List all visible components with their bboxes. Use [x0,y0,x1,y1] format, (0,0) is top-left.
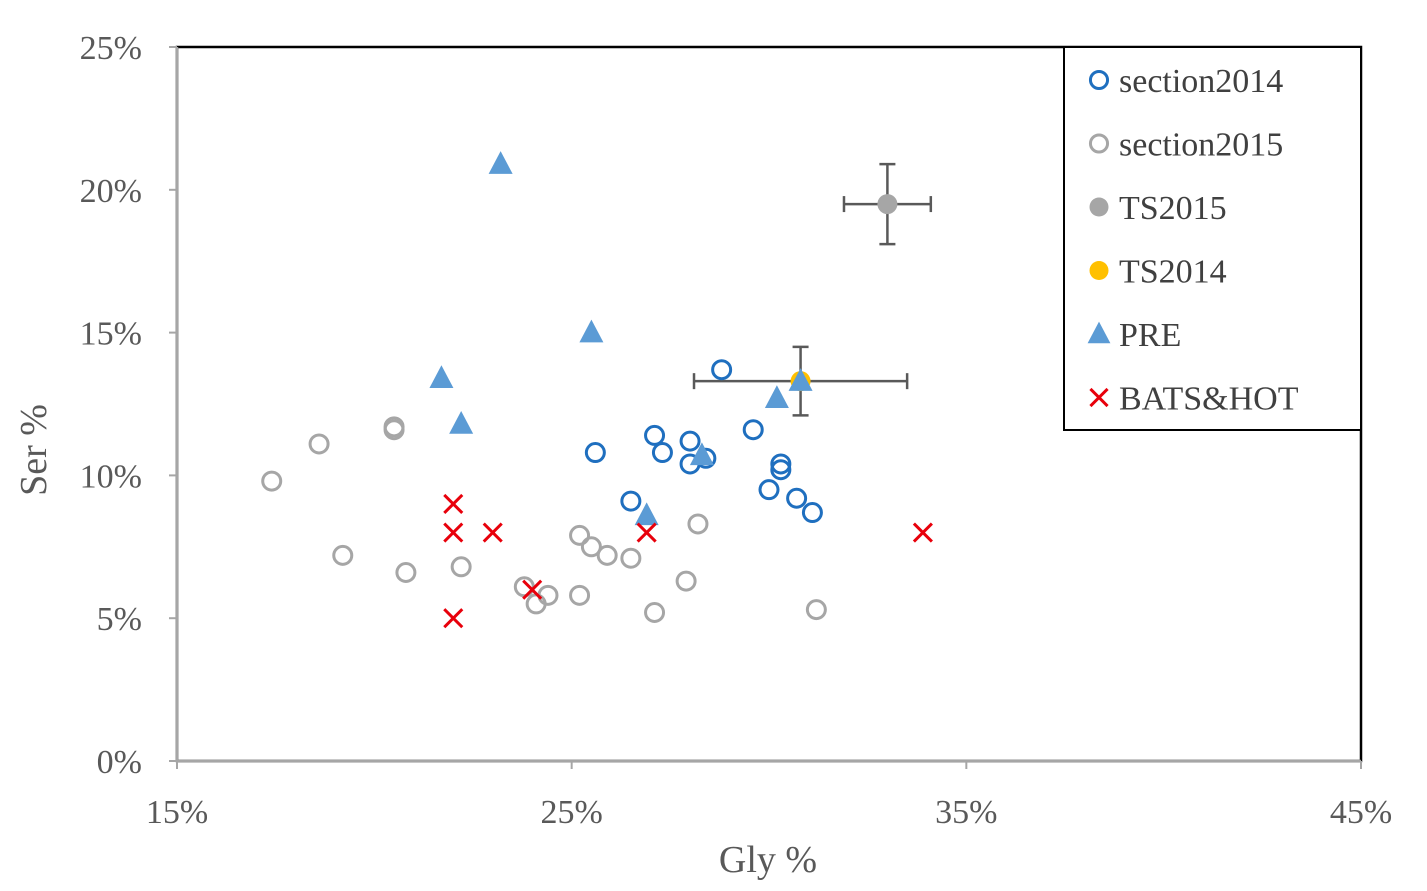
legend-marker-ts2014 [1089,261,1109,280]
x-tick-label: 35% [935,794,997,831]
legend-item-section2015: section2015 [1088,127,1283,164]
section2014-point [679,430,701,452]
section2015-point [675,570,697,592]
section2014-point [770,453,792,475]
legend-item-ts2015: TS2015 [1089,190,1227,227]
x-axis-ticks: 15% 25% 35% 45% [146,761,1392,831]
legend-item-pre: PRE [1087,317,1181,354]
legend-box [1063,46,1362,431]
data-markers [261,151,933,629]
section2015-point [383,419,405,441]
y-tick-label: 15% [80,316,142,353]
x-axis-title: Gly % [719,839,817,881]
legend-items: section2014 section2015 TS2015 TS2014 PRE BAT… [1087,63,1299,418]
pre-point [449,410,474,434]
ts2015-series [877,194,898,215]
legend-label-bats-hot: BATS&HOT [1119,381,1299,418]
section2015-point [450,556,472,578]
pre-point [764,385,789,409]
section2015-point [395,562,417,584]
x-tick-label: 15% [146,794,208,831]
pre-point [689,442,714,466]
legend-marker-bats-hot [1089,387,1109,408]
x-marker-stroke [1089,387,1109,408]
x-tick-label: 25% [541,794,603,831]
section2014-point [786,487,808,509]
y-tick-label: 20% [80,173,142,210]
x-tick-label: 45% [1330,794,1392,831]
y-axis-ticks: 0% 5% 10% 15% 20% 25% [80,30,177,781]
section2014-point [742,419,764,441]
section2015-point [620,547,642,569]
legend-marker-section2015 [1088,133,1110,154]
y-axis-title: Ser % [13,404,55,496]
y-tick-label: 25% [80,30,142,67]
legend-label-pre: PRE [1119,317,1181,354]
x-marker-stroke [522,579,543,600]
section2015-point [569,524,591,546]
legend-item-ts2014: TS2014 [1089,254,1227,291]
pre-series [429,151,813,526]
section2015-point [805,599,827,621]
section2015-point [687,513,709,535]
x-marker-stroke [443,522,464,543]
pre-point [788,368,813,391]
bats-hot-point [443,493,464,515]
legend-label-section2014: section2014 [1119,63,1283,100]
section2014-point [758,479,780,501]
section2014-point [711,359,733,381]
section2015-point [261,470,283,492]
section2014-series [584,359,823,524]
x-marker-stroke [636,522,657,543]
pre-point [634,502,659,526]
x-marker-stroke [912,522,933,543]
legend-label-ts2015: TS2015 [1119,190,1227,227]
section2014-point [584,442,606,464]
section2014-point [801,502,823,524]
bats-hot-series [443,493,933,629]
bats-hot-point [443,608,464,629]
ts2015-point [877,194,898,215]
bats-hot-point [522,579,543,600]
bats-hot-point [482,522,503,543]
legend-item-section2014: section2014 [1088,63,1283,100]
legend-label-ts2014: TS2014 [1119,254,1227,291]
x-marker-stroke [443,608,464,629]
section2015-point [580,536,602,558]
legend-label-section2015: section2015 [1119,127,1283,164]
y-tick-label: 10% [80,458,142,495]
section2014-point [770,459,792,481]
section2014-point [620,490,642,512]
x-marker-stroke [443,493,464,515]
legend-marker-pre [1087,321,1111,344]
x-marker-stroke [482,522,503,543]
section2014-point [651,442,673,464]
legend-item-bats-hot: BATS&HOT [1089,381,1299,418]
pre-point [429,365,454,389]
section2015-point [596,544,618,566]
legend-marker-section2014 [1088,69,1110,91]
y-tick-label: 0% [97,744,142,781]
section2015-point [644,601,666,623]
pre-point [488,151,513,174]
legend: section2014 section2015 TS2015 TS2014 PRE BAT… [1063,46,1362,431]
pre-point [579,319,604,343]
bats-hot-point [443,522,464,543]
section2015-point [569,584,591,606]
section2014-point [644,424,666,446]
y-tick-label: 5% [97,601,142,638]
section2015-point [308,433,330,455]
bats-hot-point [912,522,933,543]
legend-marker-ts2015 [1089,197,1109,217]
section2015-point [332,544,354,566]
bats-hot-point [636,522,657,543]
